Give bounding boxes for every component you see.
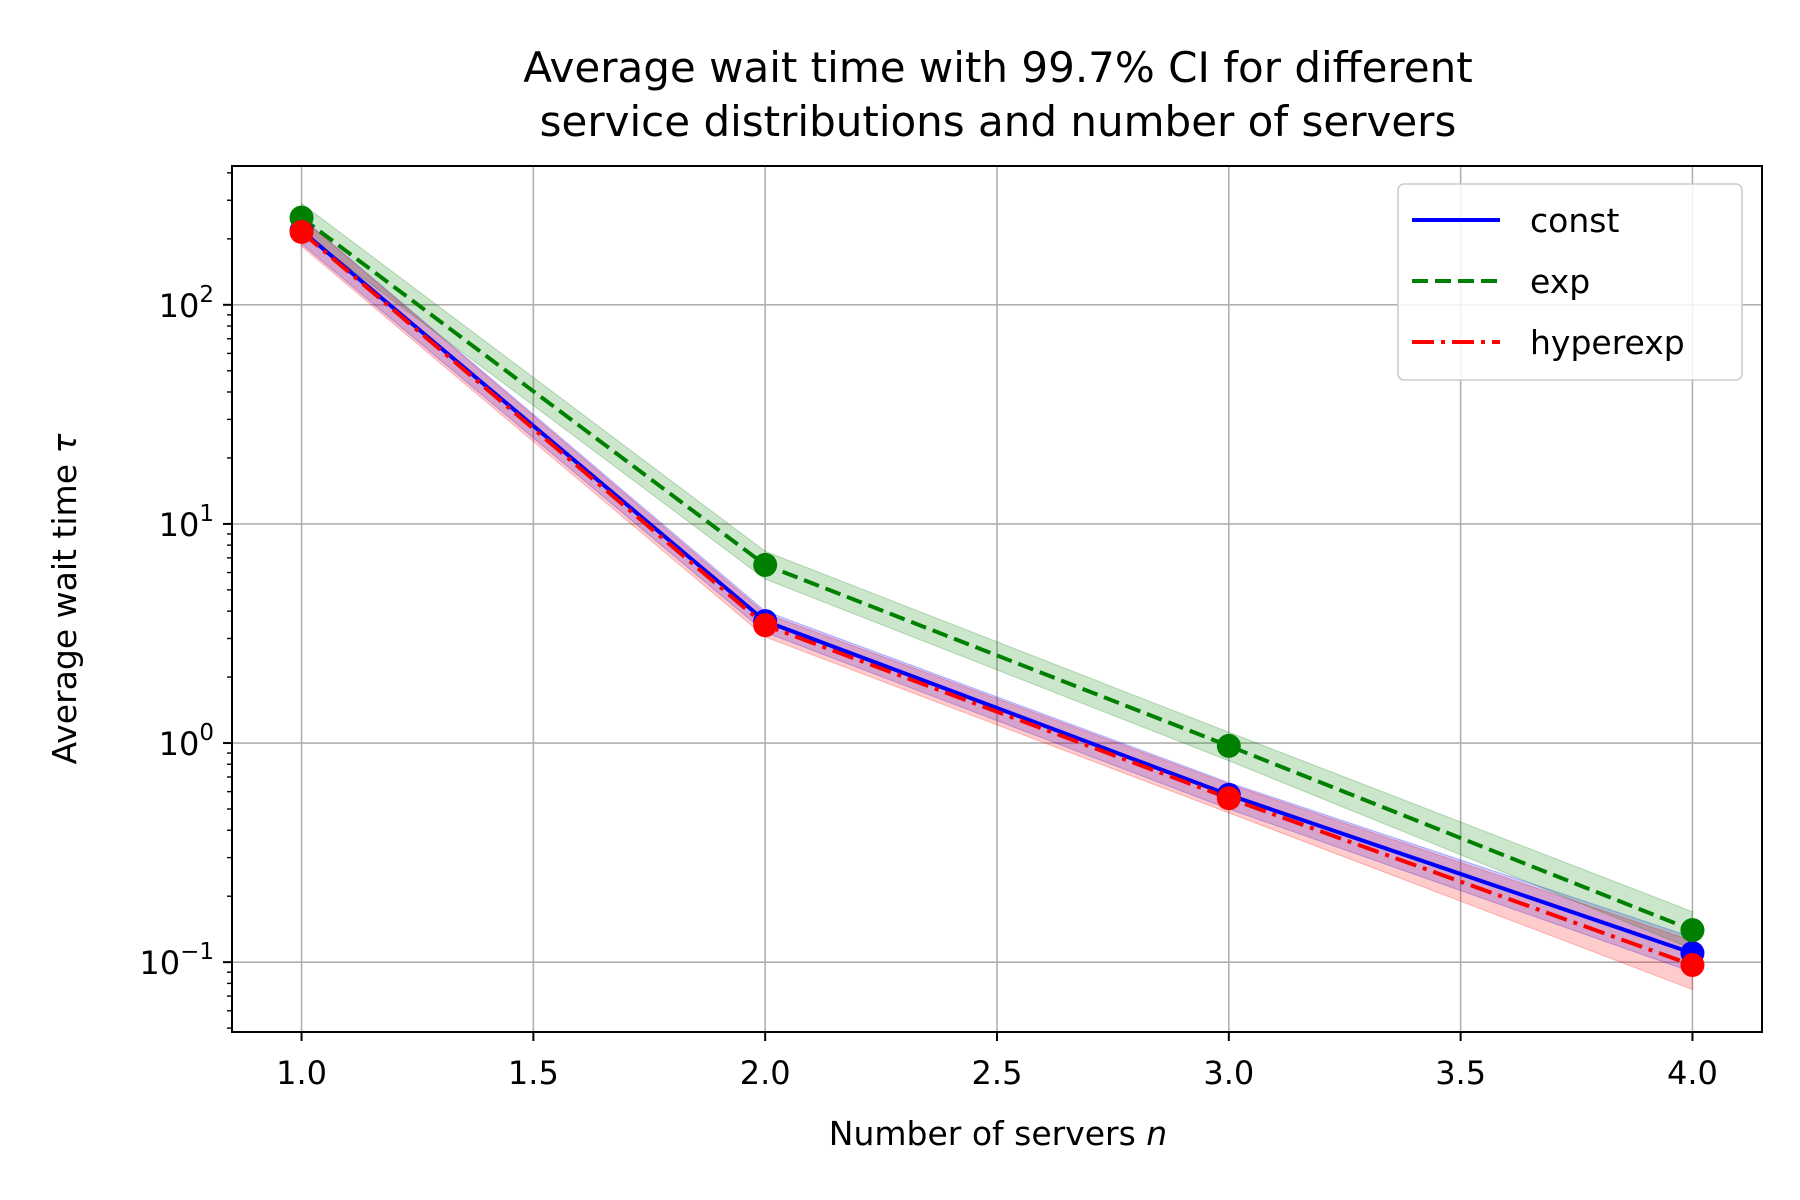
x-tick-label: 1.0	[276, 1054, 327, 1092]
legend-label-exp: exp	[1530, 262, 1590, 301]
point-hyperexp	[1216, 786, 1241, 811]
legend-label-const: const	[1530, 201, 1619, 240]
legend-label-hyperexp: hyperexp	[1530, 323, 1685, 362]
x-tick-label: 3.5	[1435, 1054, 1486, 1092]
x-tick-label: 1.5	[508, 1054, 559, 1092]
x-tick-label: 2.0	[740, 1054, 791, 1092]
point-hyperexp	[753, 613, 778, 638]
chart-title-line-2: service distributions and number of serv…	[540, 97, 1457, 146]
data-points	[289, 205, 1705, 978]
y-tick-label: 101	[159, 501, 214, 544]
x-tick-label: 3.0	[1203, 1054, 1254, 1092]
y-tick-label: 10−1	[139, 939, 214, 982]
chart-title-line-1: Average wait time with 99.7% CI for diff…	[523, 43, 1472, 92]
x-axis-ticks: 1.0 1.5 2.0 2.5 3.0 3.5 4.0	[276, 1032, 1718, 1092]
ci-band-hyperexp	[301, 217, 1693, 991]
y-tick-label: 102	[159, 282, 214, 325]
point-hyperexp	[1680, 953, 1705, 978]
series-line-exp	[300, 216, 1694, 932]
x-axis-label: Number of servers n	[829, 1114, 1167, 1153]
series-lines	[300, 216, 1694, 967]
y-axis-ticks: 10−1 100 101 102	[139, 172, 232, 1029]
series-line-hyperexp	[300, 230, 1694, 967]
y-tick-label: 100	[159, 720, 214, 763]
x-tick-label: 4.0	[1667, 1054, 1718, 1092]
point-exp	[1680, 918, 1705, 943]
legend-frame	[1397, 183, 1743, 381]
point-exp	[753, 552, 778, 577]
x-tick-label: 2.5	[972, 1054, 1023, 1092]
series-line-const	[300, 229, 1694, 955]
y-axis-label: Average wait time τ	[45, 433, 84, 765]
point-hyperexp	[289, 219, 314, 244]
point-exp	[1216, 733, 1241, 758]
legend: const exp hyperexp	[1397, 183, 1743, 381]
